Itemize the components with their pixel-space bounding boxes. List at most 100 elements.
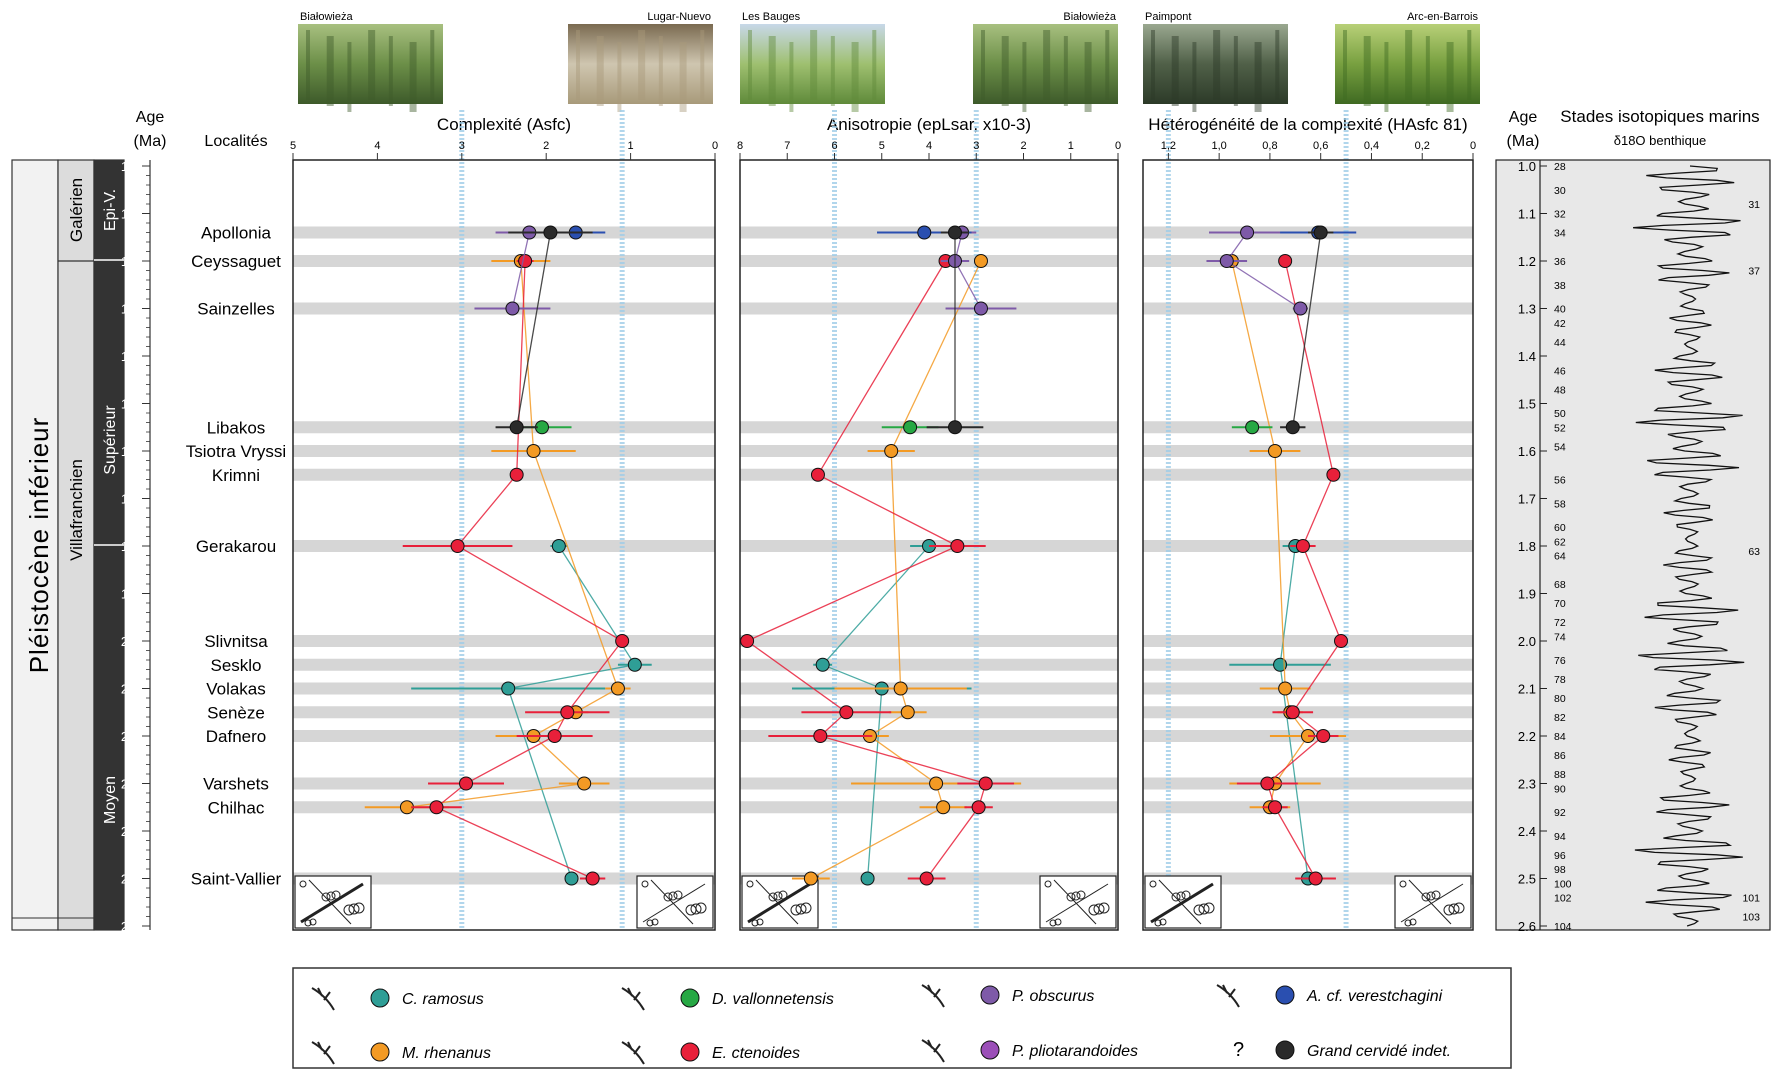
photo-caption: Białowieża — [1063, 11, 1116, 23]
habitat-photo: Białowieża — [973, 11, 1118, 112]
iso-stage-label: 60 — [1554, 522, 1566, 534]
photo-image — [740, 24, 885, 104]
age-tick-label: 2.2 — [121, 729, 139, 744]
data-point — [1268, 444, 1282, 458]
data-point — [585, 871, 600, 886]
iso-age-unit: (Ma) — [1507, 133, 1540, 150]
data-point — [610, 681, 625, 696]
legend-swatch — [980, 1040, 1000, 1060]
data-point — [526, 444, 541, 458]
locality-label: Chilhac — [208, 798, 265, 817]
isotope-curve — [1633, 165, 1745, 927]
iso-stage-label: 42 — [1554, 318, 1566, 330]
locality-label: Sainzelles — [197, 300, 275, 319]
iso-stage-label: 96 — [1554, 850, 1566, 862]
chart-panel: Anisotropie (epLsar, x10-3) 8 7 6 5 4 3 2 1 0 — [737, 110, 1121, 931]
x-tick-label: 2 — [543, 140, 549, 152]
stage-villafranchien: Villafranchien — [67, 459, 86, 561]
age-tick-label: 1.8 — [121, 539, 139, 554]
iso-stage-label: 54 — [1554, 441, 1566, 453]
iso-stage-label: 80 — [1554, 693, 1566, 705]
iso-age-title: Age — [1509, 109, 1538, 126]
x-tick-label: 2 — [1020, 140, 1026, 152]
data-point — [947, 225, 962, 240]
data-point — [950, 539, 965, 553]
x-tick-label: 6 — [831, 140, 837, 152]
legend: C. ramosus M. rhenanus D. vallonnetensis E.… — [292, 967, 1512, 1069]
photo-tree — [1001, 36, 1009, 106]
age-tick-label: 1.5 — [121, 397, 139, 412]
iso-stage-label: 90 — [1554, 783, 1566, 795]
iso-age-tick-label: 1.6 — [1518, 444, 1536, 459]
photo-tree — [981, 30, 985, 100]
texture-glyph — [1144, 875, 1222, 929]
data-point — [917, 225, 932, 240]
age-axis-title: Age — [136, 109, 165, 126]
age-axis-unit: (Ma) — [134, 133, 167, 150]
data-point — [978, 776, 993, 791]
locality-label: Ceyssaguet — [191, 252, 281, 271]
locality-label: Slivnitsa — [204, 632, 268, 651]
data-point — [740, 634, 755, 648]
stage-bar — [57, 159, 95, 931]
x-tick-label: 0 — [1470, 140, 1476, 152]
legend-swatch — [370, 1042, 390, 1062]
iso-age-tick-label: 2.2 — [1518, 729, 1536, 744]
series-line — [406, 260, 619, 808]
iso-stage-label: 76 — [1554, 655, 1566, 667]
iso-stage-label: 40 — [1554, 304, 1566, 316]
photo-caption: Arc-en-Barrois — [1407, 11, 1478, 23]
locality-label: Varshets — [203, 775, 269, 794]
legend-label: M. rhenanus — [402, 1045, 491, 1062]
data-point — [1308, 871, 1323, 886]
locality-band — [740, 658, 1118, 671]
x-tick-label: 1,0 — [1212, 140, 1227, 152]
data-point — [1316, 729, 1331, 743]
substage-superieur: Supérieur — [102, 405, 119, 475]
iso-stage-label: 102 — [1554, 893, 1572, 905]
legend-item: E. ctenoides — [621, 1041, 800, 1065]
locality-label: Volakas — [206, 680, 266, 699]
locality-band — [740, 445, 1118, 457]
data-point — [973, 254, 988, 268]
iso-age-tick-label: 1.1 — [1518, 207, 1536, 222]
locality-label: Senèze — [207, 703, 265, 722]
data-point — [560, 705, 575, 720]
iso-stage-label: 72 — [1554, 617, 1566, 629]
panel-frame — [292, 159, 716, 931]
data-point — [627, 657, 642, 672]
data-point — [615, 634, 630, 648]
iso-age-tick-label: 1.9 — [1518, 587, 1536, 602]
x-tick-label: 8 — [737, 140, 743, 152]
age-tick-label: 2.6 — [121, 919, 139, 934]
x-tick-label: 1 — [628, 140, 634, 152]
data-point — [509, 467, 524, 482]
locality-band — [740, 255, 1118, 267]
photo-image — [1143, 24, 1288, 104]
iso-stage-label: 78 — [1554, 674, 1566, 686]
locality-band — [1143, 421, 1473, 434]
age-tick-label: 1.9 — [121, 587, 139, 602]
locality-label: Krimni — [212, 466, 260, 485]
iso-stage-label: 38 — [1554, 280, 1566, 292]
photo-tree — [1384, 42, 1389, 112]
age-tick-label: 1.7 — [121, 492, 139, 507]
locality-label: Libakos — [207, 418, 266, 437]
antler-icon — [311, 1041, 335, 1065]
iso-age-tick-label: 2.0 — [1518, 634, 1536, 649]
iso-age-tick-label: 1.0 — [1518, 159, 1536, 174]
photo-tree — [409, 42, 417, 112]
legend-swatch — [1275, 1040, 1295, 1060]
series-line — [511, 232, 530, 309]
data-point — [973, 301, 988, 316]
photo-tree — [1275, 30, 1280, 100]
x-tick-label: 3 — [459, 140, 465, 152]
photo-tree — [851, 42, 859, 112]
photo-tree — [1233, 36, 1238, 106]
panel-frame — [1142, 159, 1474, 931]
photo-tree — [748, 30, 752, 100]
x-tick-label: 5 — [879, 140, 885, 152]
antler-icon — [1216, 984, 1240, 1008]
iso-stage-label: 100 — [1554, 878, 1572, 890]
age-tick-label: 1.0 — [121, 159, 139, 174]
